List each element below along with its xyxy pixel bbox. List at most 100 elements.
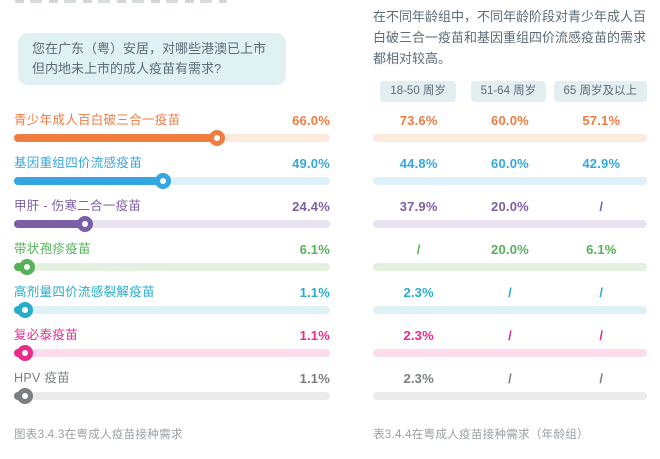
bar-label: 甲肝 - 伤寒二合一疫苗 [14,199,142,213]
bar-endpoint-marker [17,388,33,404]
table-row: 73.6% 60.0% 57.1% [373,111,647,154]
bar-label: 青少年成人百白破三合一疫苗 [14,113,181,127]
table-cell: 73.6% [399,113,438,128]
table-row-strip [373,134,647,142]
age-group-pill-0: 18-50 周岁 [380,81,456,102]
bar-chart-panel: 您在广东（粤）安居，对哪些港澳已上市但内地未上市的成人疫苗有需求? 青少年成人百… [14,0,330,442]
age-group-header-cell: 18-50 周岁 [373,81,463,102]
table-cell: / [599,199,604,214]
bar-row: 基因重组四价流感疫苗 49.0% [14,154,330,197]
table-row: 37.9% 20.0% / [373,197,647,240]
bar-value-label: 1.1% [299,285,330,300]
table-row-strip [373,177,647,185]
table-row: 2.3% / / [373,283,647,326]
bar-value-label: 1.1% [299,371,330,386]
bar-endpoint-marker [17,302,33,318]
bar-row: 高剂量四价流感裂解疫苗 1.1% [14,283,330,326]
bar-row-header: HPV 疫苗 1.1% [14,369,330,386]
table-cell: / [508,371,512,386]
table-cell: / [599,285,604,300]
left-chart-caption: 图表3.4.3在粤成人疫苗接种需求 [14,429,183,441]
table-row-values: 37.9% 20.0% / [373,197,647,214]
cropped-text-artifact [15,0,227,3]
bar-row-header: 高剂量四价流感裂解疫苗 1.1% [14,283,330,300]
bar-track [14,388,330,404]
bar-row-header: 带状孢疹疫苗 6.1% [14,240,330,257]
table-cell: 57.1% [582,113,621,128]
table-cell: / [599,328,604,343]
bar-label: HPV 疫苗 [14,371,70,385]
bar-row-header: 甲肝 - 伤寒二合一疫苗 24.4% [14,197,330,214]
bar-row: 青少年成人百白破三合一疫苗 66.0% [14,111,330,154]
intro-paragraph: 在不同年龄组中，不同年龄阶段对青少年成人百白破三合一疫苗和基因重组四价流感疫苗的… [373,9,647,66]
table-row: 44.8% 60.0% 42.9% [373,154,647,197]
bar-label: 复必泰疫苗 [14,328,79,342]
table-cell: 2.3% [403,285,434,300]
bar-value-label: 66.0% [292,113,330,128]
table-row-strip [373,263,647,271]
table-cell: / [508,285,512,300]
bar-row-header: 复必泰疫苗 1.1% [14,326,330,343]
bar-track [14,130,330,146]
bar-track [14,173,330,189]
bar-row: 复必泰疫苗 1.1% [14,326,330,369]
bar-fill [14,220,92,228]
table-cell: 60.0% [491,156,529,171]
bar-fill [14,177,169,185]
table-cell: 20.0% [491,242,529,257]
bar-endpoint-marker [154,173,171,189]
bar-endpoint-marker [19,259,36,275]
bar-row: HPV 疫苗 1.1% [14,369,330,412]
age-table: 73.6% 60.0% 57.1% 44.8% 60.0% 42.9% 37.9% 20.0%… [373,111,647,412]
age-group-header-row: 18-50 周岁 51-64 周岁 65 周岁及以上 [373,81,647,102]
table-cell: 60.0% [491,113,529,128]
age-group-header-cell: 51-64 周岁 [463,81,553,102]
table-row-values: 2.3% / / [373,369,647,386]
table-cell: / [508,328,512,343]
bar-row-header: 青少年成人百白破三合一疫苗 66.0% [14,111,330,128]
bar-label: 带状孢疹疫苗 [14,242,91,256]
bar-track [14,302,330,318]
bar-track [14,216,330,232]
table-row: 2.3% / / [373,369,647,412]
bar-row: 甲肝 - 伤寒二合一疫苗 24.4% [14,197,330,240]
bar-label: 基因重组四价流感疫苗 [14,156,143,170]
bar-value-label: 1.1% [299,328,330,343]
bar-chart: 青少年成人百白破三合一疫苗 66.0% 基因重组四价流感疫苗 49.0% 甲肝 - 伤寒… [14,111,330,412]
bar-track [14,259,330,275]
table-cell: 2.3% [403,328,434,343]
question-bubble: 您在广东（粤）安居，对哪些港澳已上市但内地未上市的成人疫苗有需求? [18,33,286,85]
table-row-values: 2.3% / / [373,283,647,300]
table-row-values: 2.3% / / [373,326,647,343]
age-group-header-cell: 65 周岁及以上 [553,81,647,102]
table-row-strip [373,392,647,400]
bar-endpoint-marker [77,216,94,232]
table-cell: 6.1% [586,242,617,257]
bar-value-label: 24.4% [292,199,330,214]
table-cell: / [599,371,604,386]
table-cell: 20.0% [491,199,529,214]
table-row-values: 44.8% 60.0% 42.9% [373,154,647,171]
table-cell: 44.8% [399,156,438,171]
bar-track [14,345,330,361]
bar-fill [14,134,223,142]
table-row-strip [373,220,647,228]
bar-row: 带状孢疹疫苗 6.1% [14,240,330,283]
table-cell: 37.9% [399,199,438,214]
table-row-strip [373,306,647,314]
bar-value-label: 49.0% [292,156,330,171]
table-row: / 20.0% 6.1% [373,240,647,283]
table-row: 2.3% / / [373,326,647,369]
age-table-panel: 在不同年龄组中，不同年龄阶段对青少年成人百白破三合一疫苗和基因重组四价流感疫苗的… [373,0,647,442]
bar-label: 高剂量四价流感裂解疫苗 [14,285,155,299]
bar-row-header: 基因重组四价流感疫苗 49.0% [14,154,330,171]
bar-value-label: 6.1% [299,242,330,257]
age-group-pill-1: 51-64 周岁 [470,81,547,102]
bar-endpoint-marker [17,345,33,361]
table-row-values: 73.6% 60.0% 57.1% [373,111,647,128]
bar-endpoint-marker [208,130,225,146]
table-row-strip [373,349,647,357]
table-cell: / [416,242,421,257]
right-table-caption: 表3.4.4在粤成人疫苗接种需求（年龄组） [373,429,589,441]
